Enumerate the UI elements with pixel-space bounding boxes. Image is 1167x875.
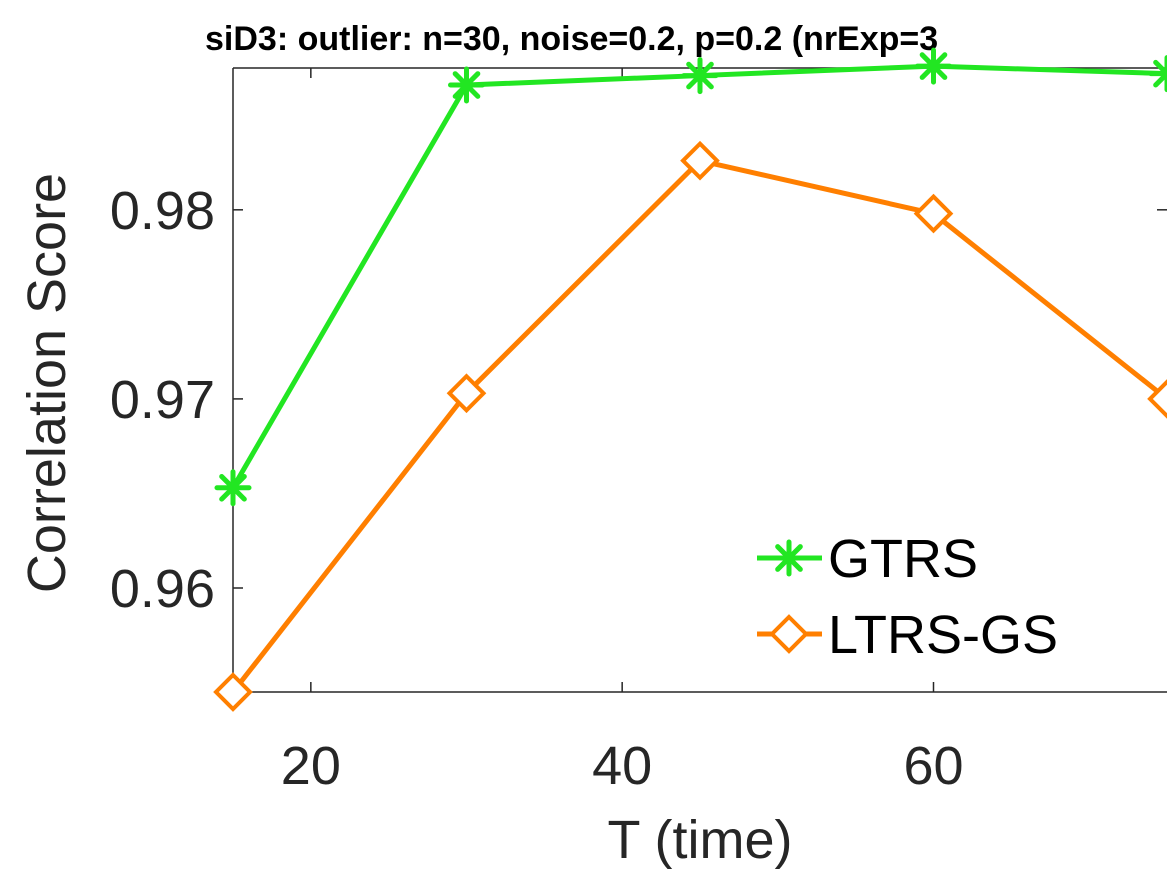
data-point: [913, 193, 954, 234]
y-tick-label: 0.97: [110, 370, 215, 430]
x-tick-label: 60: [903, 736, 963, 796]
data-point: [915, 47, 952, 85]
x-tick-label: 40: [592, 736, 652, 796]
axes: 20 40 60 0.96 0.97 0.98: [110, 67, 1167, 796]
series-layer: [213, 47, 1167, 712]
x-tick-label: 20: [281, 736, 341, 796]
series-line: [230, 63, 1167, 490]
data-point: [214, 469, 252, 507]
y-tick-label: 0.98: [110, 181, 215, 241]
legend-item-gtrs: GTRS: [757, 529, 978, 589]
data-point: [680, 140, 720, 181]
legend-label: LTRS-GS: [828, 605, 1058, 665]
data-point: [213, 672, 253, 712]
series-gtrs: [214, 47, 1167, 507]
y-tick-label: 0.96: [110, 559, 215, 619]
data-point: [446, 373, 487, 414]
data-point: [1147, 379, 1167, 419]
legend-item-ltrs-gs: LTRS-GS: [757, 605, 1058, 665]
data-point: [1148, 55, 1167, 93]
data-point: [681, 57, 719, 95]
legend-label: GTRS: [828, 529, 978, 589]
legend-marker: [769, 614, 809, 654]
y-axis-label: Correlation Score: [17, 173, 77, 593]
x-axis-label: T (time): [608, 810, 793, 870]
legend: GTRS LTRS-GS: [748, 515, 1167, 675]
data-point: [448, 66, 485, 104]
legend-marker: [770, 539, 808, 577]
legend-box: [748, 515, 1167, 675]
series-ltrs-gs: [213, 140, 1167, 712]
chart-title: siD3: outlier: n=30, noise=0.2, p=0.2 (n…: [205, 20, 938, 58]
